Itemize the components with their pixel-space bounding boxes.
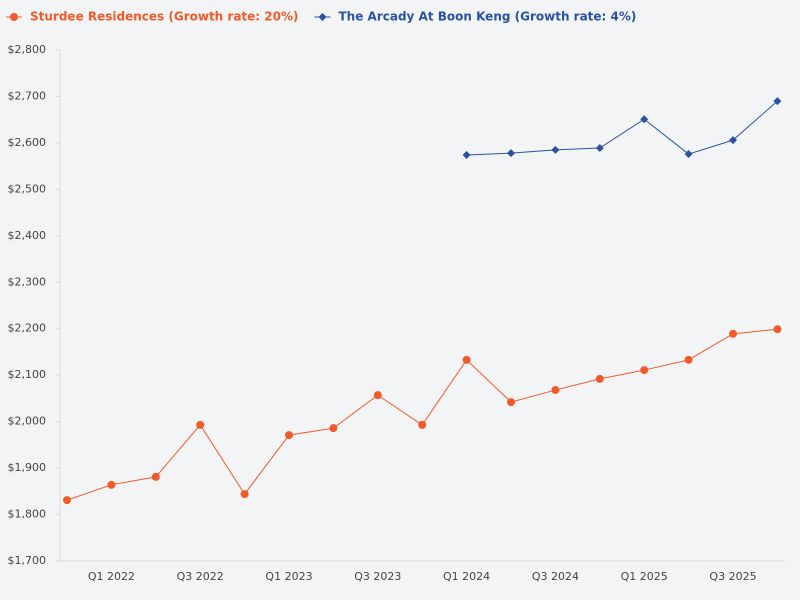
point bbox=[595, 374, 604, 383]
point bbox=[684, 355, 693, 364]
point bbox=[196, 420, 205, 429]
point bbox=[507, 149, 515, 158]
point bbox=[595, 144, 604, 153]
point bbox=[462, 355, 471, 364]
y-tick-label: $2,600 bbox=[8, 136, 47, 149]
series-line bbox=[466, 100, 778, 156]
point bbox=[285, 431, 293, 440]
legend-label: The Arcady At Boon Keng (Growth rate: 4%… bbox=[338, 10, 636, 24]
legend-label: Sturdee Residences (Growth rate: 20%) bbox=[30, 10, 298, 24]
y-tick-label: $1,800 bbox=[8, 508, 47, 521]
point bbox=[240, 490, 249, 499]
point bbox=[10, 13, 18, 21]
x-tick-label: Q1 2024 bbox=[443, 570, 490, 583]
x-tick-label: Q3 2023 bbox=[354, 570, 401, 583]
point bbox=[729, 329, 737, 338]
point bbox=[640, 115, 649, 124]
x-tick-label: Q1 2022 bbox=[88, 570, 135, 583]
x-tick-label: Q1 2025 bbox=[621, 570, 668, 583]
y-tick-label: $2,300 bbox=[8, 275, 47, 288]
point bbox=[462, 150, 471, 159]
y-tick-label: $2,500 bbox=[8, 182, 47, 195]
point bbox=[329, 424, 338, 433]
point bbox=[507, 398, 515, 407]
point bbox=[773, 325, 782, 334]
y-tick-label: $2,200 bbox=[8, 322, 47, 335]
y-tick-label: $2,700 bbox=[8, 89, 47, 102]
legend: Sturdee Residences (Growth rate: 20%) The… bbox=[6, 10, 636, 24]
point bbox=[151, 472, 160, 481]
point bbox=[318, 13, 327, 21]
point bbox=[640, 366, 649, 375]
point bbox=[684, 150, 693, 159]
point bbox=[63, 496, 71, 505]
point bbox=[729, 136, 737, 145]
point bbox=[773, 97, 782, 106]
point bbox=[373, 391, 382, 400]
x-tick-label: Q1 2023 bbox=[265, 570, 312, 583]
x-tick-label: Q3 2022 bbox=[177, 570, 224, 583]
y-tick-label: $1,900 bbox=[8, 461, 47, 474]
y-tick-label: $2,100 bbox=[8, 368, 47, 381]
point bbox=[418, 420, 427, 429]
point bbox=[551, 386, 560, 395]
x-tick-label: Q3 2025 bbox=[709, 570, 756, 583]
x-tick-label: Q3 2024 bbox=[532, 570, 579, 583]
y-tick-label: $2,800 bbox=[8, 43, 47, 56]
y-tick-label: $2,400 bbox=[8, 229, 47, 242]
point bbox=[107, 480, 116, 489]
y-tick-label: $2,000 bbox=[8, 415, 47, 428]
y-tick-label: $1,700 bbox=[8, 554, 47, 567]
point bbox=[551, 145, 560, 154]
